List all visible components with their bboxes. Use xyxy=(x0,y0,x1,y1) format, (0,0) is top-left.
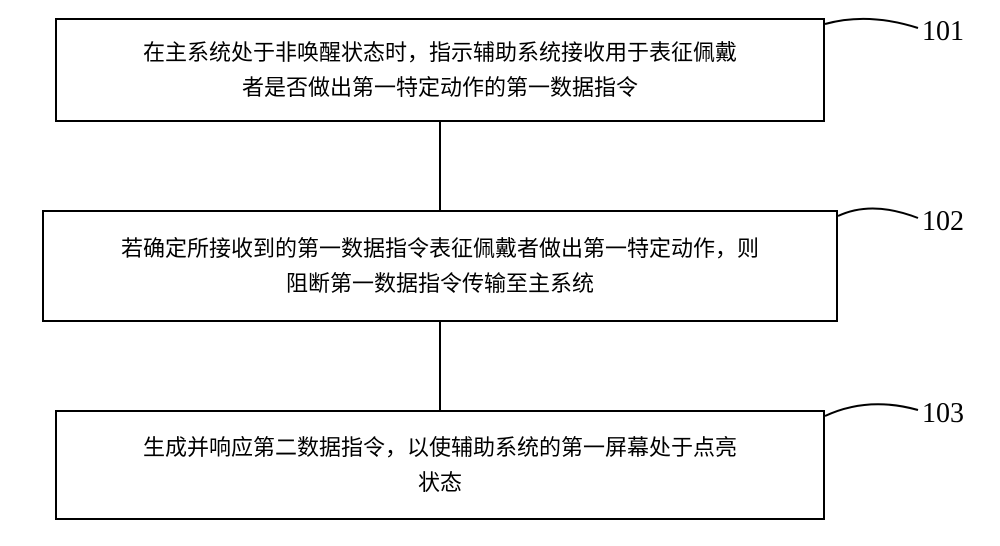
callout-102 xyxy=(838,208,918,218)
step-label-102: 102 xyxy=(922,206,964,238)
flowchart-canvas: 在主系统处于非唤醒状态时，指示辅助系统接收用于表征佩戴 者是否做出第一特定动作的… xyxy=(0,0,1000,546)
flowchart-step-101: 在主系统处于非唤醒状态时，指示辅助系统接收用于表征佩戴 者是否做出第一特定动作的… xyxy=(55,18,825,122)
callout-101 xyxy=(825,19,918,28)
flowchart-step-103-text: 生成并响应第二数据指令，以使辅助系统的第一屏幕处于点亮 状态 xyxy=(143,430,737,500)
flowchart-step-102: 若确定所接收到的第一数据指令表征佩戴者做出第一特定动作，则 阻断第一数据指令传输… xyxy=(42,210,838,322)
connector-102-103 xyxy=(439,322,441,410)
callout-103 xyxy=(825,404,918,416)
flowchart-step-102-text: 若确定所接收到的第一数据指令表征佩戴者做出第一特定动作，则 阻断第一数据指令传输… xyxy=(121,231,759,301)
step-label-101: 101 xyxy=(922,16,964,48)
step-label-102-text: 102 xyxy=(922,206,964,237)
flowchart-step-101-text: 在主系统处于非唤醒状态时，指示辅助系统接收用于表征佩戴 者是否做出第一特定动作的… xyxy=(143,35,737,105)
step-label-101-text: 101 xyxy=(922,16,964,47)
flowchart-step-103: 生成并响应第二数据指令，以使辅助系统的第一屏幕处于点亮 状态 xyxy=(55,410,825,520)
step-label-103-text: 103 xyxy=(922,398,964,429)
connector-101-102 xyxy=(439,122,441,210)
step-label-103: 103 xyxy=(922,398,964,430)
